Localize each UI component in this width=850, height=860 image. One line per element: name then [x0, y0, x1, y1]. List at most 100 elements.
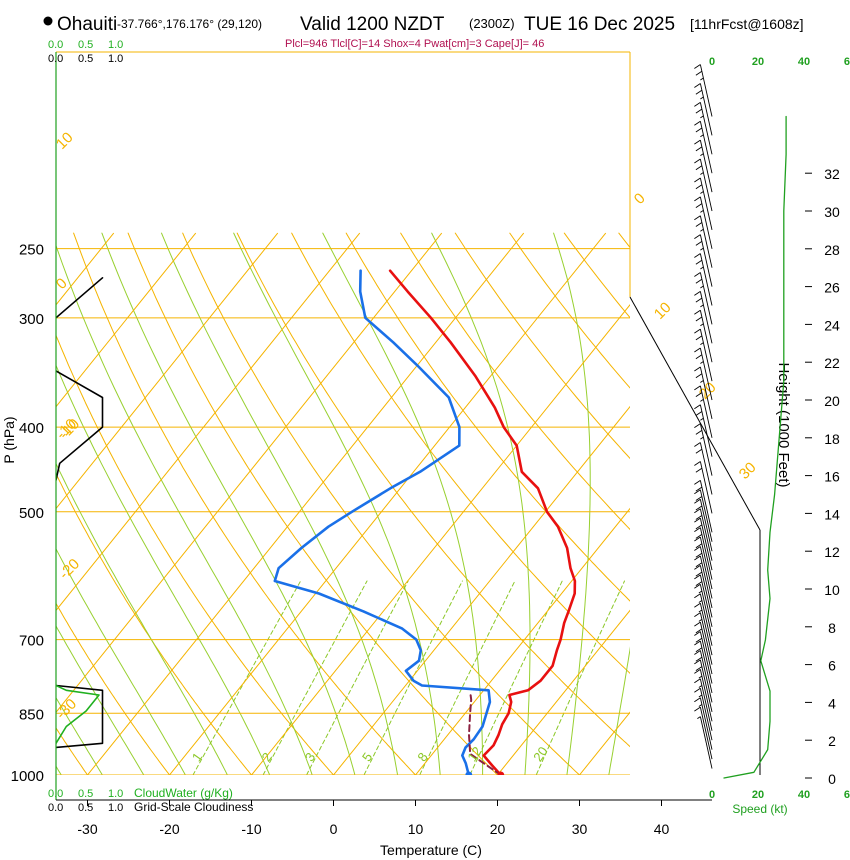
- wind-barb-flag: [694, 650, 701, 655]
- wind-barb: [694, 536, 713, 590]
- wind-barb-flag: [694, 631, 701, 636]
- height-tick-label: 32: [824, 166, 840, 182]
- wind-barb: [694, 385, 713, 438]
- wind-barb-staff: [699, 234, 713, 287]
- wind-barb: [694, 120, 713, 174]
- wind-barb-flag: [694, 678, 701, 684]
- wind-barb-staff: [699, 622, 713, 675]
- wind-barb: [694, 423, 713, 476]
- dry-adiabats: [0, 232, 630, 793]
- wind-barb-flag: [695, 581, 703, 586]
- isotherm: [56, 232, 197, 408]
- wind-barb: [694, 517, 713, 571]
- wind-barb-staff: [699, 121, 713, 174]
- wind-barb-flag: [695, 373, 703, 379]
- plot-frame: [55, 51, 761, 801]
- wind-barb-flag: [694, 527, 701, 532]
- wind-barb-flag: [695, 637, 703, 643]
- wind-barb-flag: [695, 515, 703, 520]
- wind-barb-flag: [694, 83, 701, 88]
- wind-barb-flag: [694, 659, 701, 665]
- wind-barb-flag: [694, 593, 701, 599]
- wind-barb: [694, 64, 713, 117]
- wind-barb: [694, 621, 713, 675]
- dry-adiabat: [0, 233, 18, 793]
- x-tick-label: 10: [408, 821, 424, 837]
- wind-barb-flag: [694, 347, 701, 353]
- moist-adiabat: [56, 696, 103, 775]
- speed-bottom-label: 0: [709, 789, 715, 801]
- wind-barb: [694, 574, 713, 627]
- moist-adiabat: [56, 547, 186, 775]
- wind-barb-staff: [699, 527, 713, 580]
- height-tick-label: 4: [828, 695, 836, 711]
- height-tick-label: 8: [828, 620, 836, 636]
- wind-barb: [694, 309, 713, 363]
- x-axis-title: Temperature (C): [380, 842, 482, 858]
- dry-adiabat: [400, 232, 630, 531]
- wind-barb-flag: [700, 285, 704, 289]
- wind-barb-flag: [695, 127, 703, 133]
- wind-barb-flag: [700, 417, 704, 421]
- cloud-panel: [56, 276, 104, 749]
- wind-barb-flag: [694, 196, 701, 202]
- pressure-tick-label: 850: [19, 706, 44, 723]
- wind-barb-flag: [700, 115, 704, 119]
- wind-barb-flag: [695, 70, 703, 76]
- isotherm-label: 0: [631, 190, 649, 208]
- wind-barb: [694, 139, 713, 193]
- wind-barb: [694, 404, 713, 457]
- wind-barb-flag: [698, 619, 703, 622]
- wind-barb-flag: [700, 77, 704, 81]
- wind-barb: [694, 442, 713, 495]
- wind-barb-flag: [694, 366, 701, 372]
- surface-dewpoint-point: [465, 771, 473, 775]
- wind-barb: [694, 461, 713, 514]
- wind-barb-staff: [699, 366, 713, 419]
- wind-barb-staff: [699, 83, 713, 136]
- x-tick-label: -10: [241, 821, 261, 837]
- wind-barb-flag: [694, 120, 701, 126]
- wind-barb: [694, 489, 713, 542]
- wind-barb-staff: [699, 565, 713, 618]
- mixing-ratio-label: 2: [259, 750, 275, 765]
- wind-barb-flag: [698, 675, 703, 679]
- height-tick-label: 2: [828, 733, 836, 749]
- temperature-line: [388, 269, 577, 775]
- wind-barb-flag: [695, 533, 703, 539]
- speed-top-label: 40: [798, 56, 810, 68]
- wind-barb-flag: [694, 687, 701, 693]
- dry-adiabat: [509, 232, 630, 389]
- wind-barb-staff: [699, 555, 713, 608]
- wind-barb-flag: [695, 524, 703, 530]
- wind-barb-staff: [699, 678, 713, 731]
- cloud-water-bottom-label: 1.0: [108, 788, 123, 800]
- moist-adiabat: [431, 232, 531, 775]
- height-tick-label: 24: [824, 317, 840, 333]
- cloudiness-high: [56, 276, 104, 319]
- wind-barb-flag: [694, 215, 701, 221]
- location-marker: [43, 16, 53, 26]
- wind-barb-staff: [699, 442, 713, 495]
- mixing-ratio-lines: [192, 580, 625, 775]
- moist-adiabat: [56, 624, 145, 775]
- wind-barb-flag: [700, 266, 704, 270]
- wind-barb-flag: [700, 172, 704, 175]
- wind-barb-staff: [699, 499, 713, 552]
- x-tick-label: -30: [77, 821, 97, 837]
- moist-adiabat: [56, 462, 228, 775]
- isotherm: [56, 232, 279, 510]
- cloudiness-title: Grid-Scale Cloudiness: [134, 800, 253, 814]
- wind-barb-flag: [694, 253, 701, 258]
- wind-barb-flag: [694, 290, 701, 296]
- wind-barb-staff: [699, 158, 713, 212]
- wind-barb-staff: [699, 272, 713, 325]
- moist-adiabat: [161, 232, 399, 775]
- wind-barb-staff: [699, 347, 713, 401]
- wind-barb-flag: [695, 392, 703, 397]
- dry-adiabat: [56, 334, 335, 775]
- wind-barb-staff: [699, 688, 713, 741]
- moist-adiabat: [608, 646, 630, 775]
- wind-barb-staff: [699, 253, 713, 306]
- cloudiness-bottom-label: 0.0: [48, 802, 63, 814]
